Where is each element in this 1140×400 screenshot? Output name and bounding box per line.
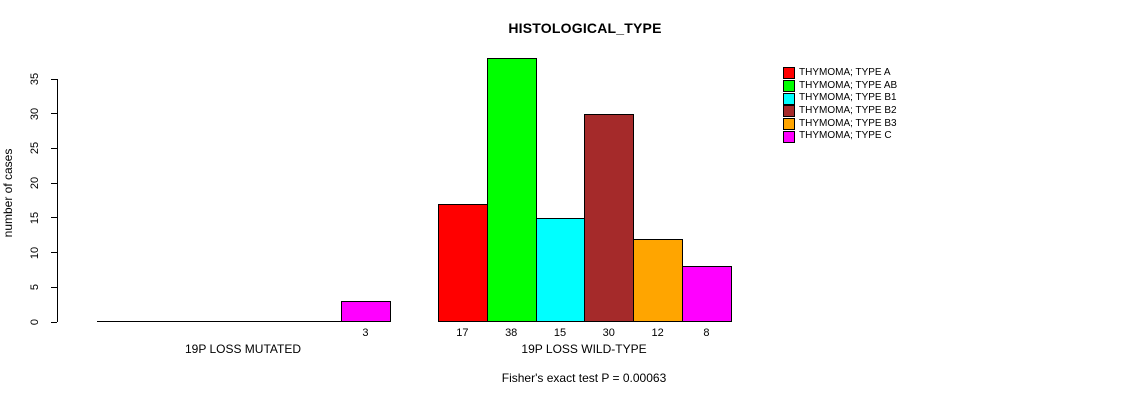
bar (535, 217, 586, 322)
y-axis-line (57, 79, 58, 322)
y-tick-mark (51, 182, 57, 184)
y-tick-label: 20 (29, 177, 41, 190)
legend-item: THYMOMA; TYPE B2 (783, 105, 897, 118)
y-tick-mark (51, 78, 57, 80)
y-tick-label: 25 (29, 142, 41, 155)
bar-value-label: 8 (703, 327, 710, 339)
bar-value-label: 17 (456, 327, 469, 339)
fisher-test-annotation: Fisher's exact test P = 0.00063 (501, 371, 667, 385)
legend-swatch (783, 105, 795, 118)
legend-item: THYMOMA; TYPE A (783, 67, 897, 80)
legend-swatch (783, 118, 795, 131)
legend-item: THYMOMA; TYPE B1 (783, 92, 897, 105)
y-tick-label: 30 (29, 107, 41, 120)
legend-swatch (783, 130, 795, 143)
y-tick-mark (51, 113, 57, 115)
bar-value-label: 30 (602, 327, 615, 339)
y-tick-label: 35 (29, 72, 41, 86)
legend-label: THYMOMA; TYPE B3 (799, 117, 897, 129)
y-tick-label: 10 (29, 246, 41, 259)
bar-value-label: 3 (362, 327, 369, 339)
legend-label: THYMOMA; TYPE A (799, 67, 891, 78)
bar (584, 113, 635, 322)
bar-value-label: 12 (651, 327, 664, 339)
legend-label: THYMOMA; TYPE B1 (799, 92, 897, 104)
bar (633, 238, 683, 322)
y-tick-label: 0 (29, 318, 41, 326)
y-tick-mark (51, 252, 57, 254)
bar (486, 58, 537, 322)
group-label-19p-loss-wild-type: 19P LOSS WILD-TYPE (521, 342, 647, 356)
bar (438, 203, 488, 322)
bar (682, 266, 732, 322)
legend-item: THYMOMA; TYPE AB (783, 80, 897, 93)
group-label-19p-loss-mutated: 19P LOSS MUTATED (184, 342, 302, 356)
legend-swatch (783, 92, 795, 105)
legend-item: THYMOMA; TYPE B3 (783, 118, 897, 131)
legend-swatch (783, 80, 795, 93)
x-axis-line-group-0 (97, 321, 391, 322)
legend-label: THYMOMA; TYPE AB (799, 79, 898, 91)
legend: THYMOMA; TYPE A THYMOMA; TYPE AB THYMOMA; … (783, 67, 897, 143)
y-tick-mark (51, 321, 57, 323)
y-tick-mark (51, 286, 57, 288)
y-tick-label: 5 (29, 284, 41, 291)
y-tick-mark (51, 217, 57, 219)
bar (341, 301, 391, 322)
legend-label: THYMOMA; TYPE B2 (799, 105, 897, 117)
chart-title: HISTOLOGICAL_TYPE (508, 20, 662, 36)
y-tick-label: 15 (29, 211, 41, 224)
legend-swatch (783, 67, 795, 80)
legend-item: THYMOMA; TYPE C (783, 130, 897, 143)
y-axis-label: number of cases (1, 148, 15, 238)
bar-value-label: 15 (553, 327, 567, 339)
y-tick-mark (51, 147, 57, 149)
legend-label: THYMOMA; TYPE C (799, 130, 892, 142)
bar-value-label: 38 (505, 327, 518, 339)
